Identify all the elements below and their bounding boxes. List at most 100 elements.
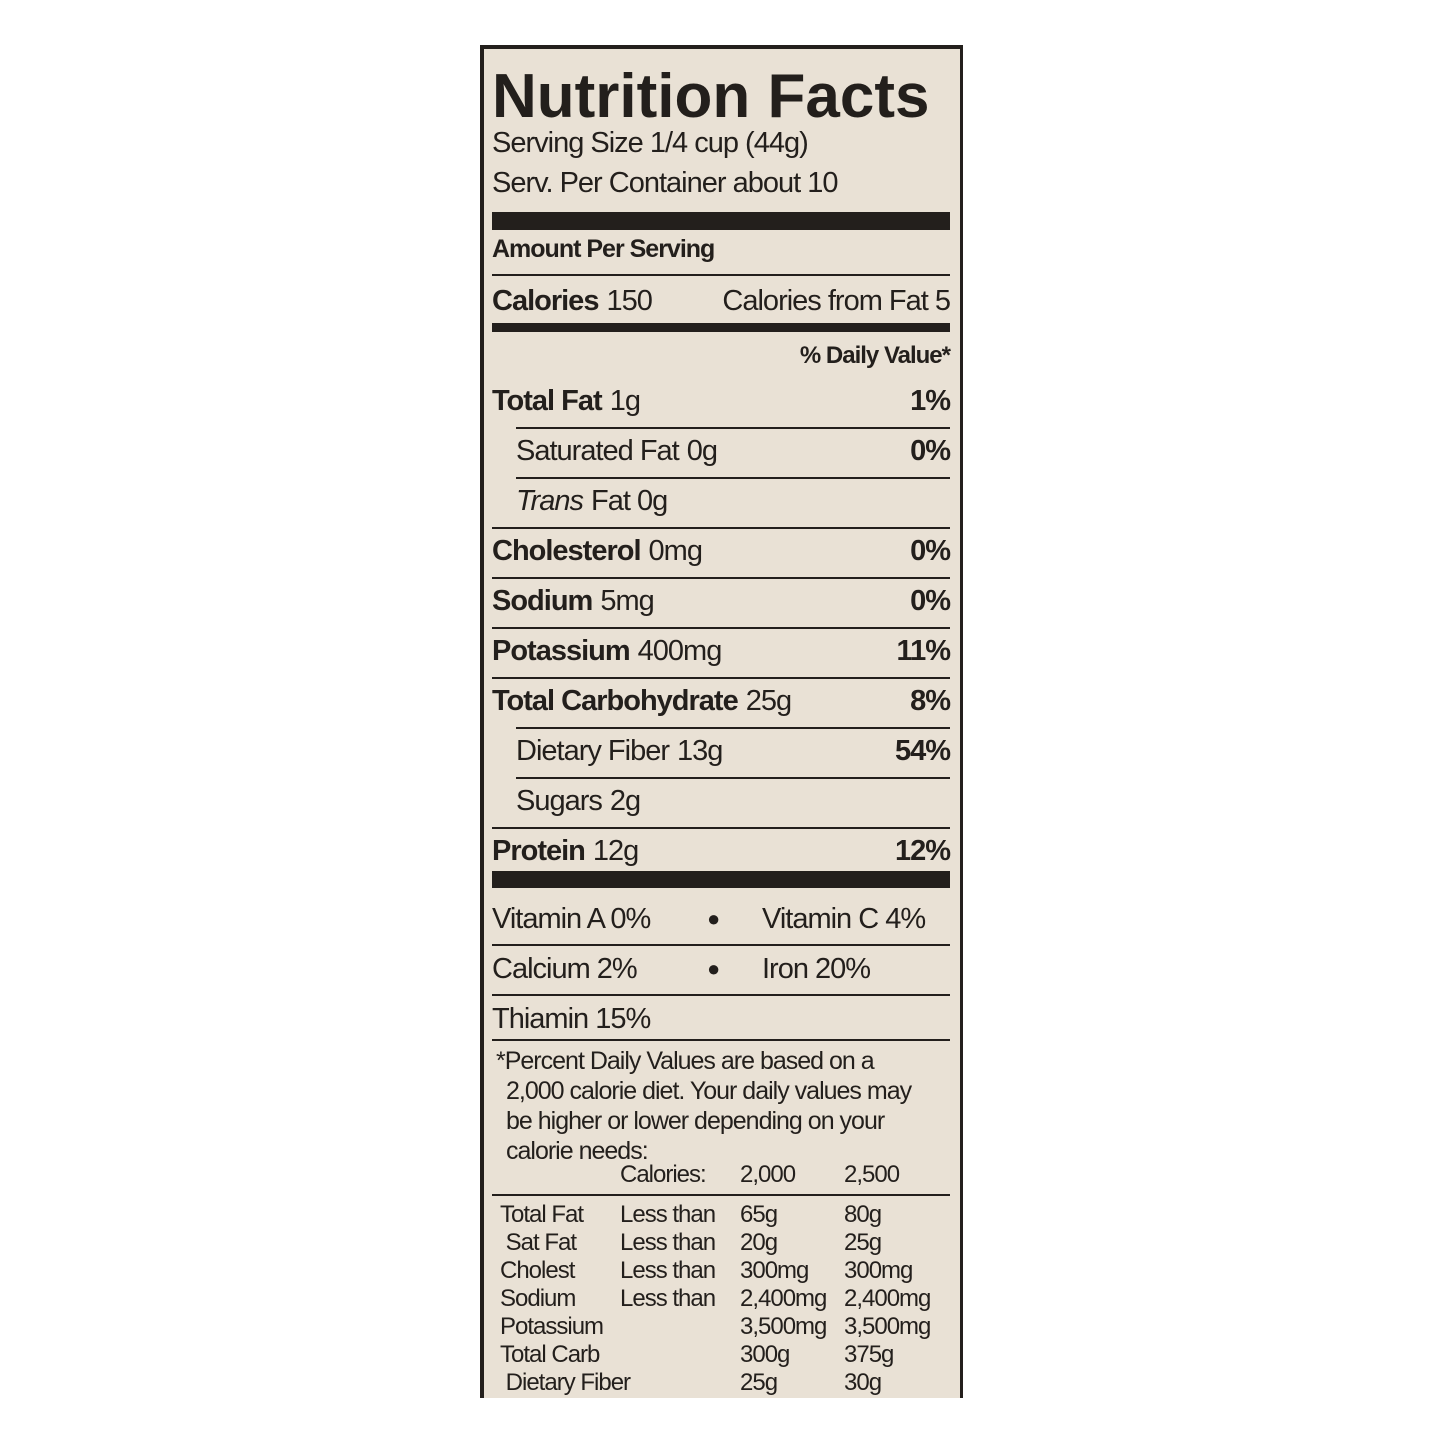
vitamin-left: Thiamin 15%	[492, 1002, 651, 1035]
footnote-line: *Percent Daily Values are based on a	[496, 1047, 875, 1075]
dv-cell: 300mg	[844, 1257, 913, 1284]
dv-cell: 80g	[844, 1201, 882, 1228]
nutrient-name: Total Carbohydrate	[492, 684, 739, 717]
nutrient-amount: 13g	[677, 734, 723, 767]
nutrient-amount: 0mg	[648, 534, 703, 567]
dv-cell: Less than	[620, 1229, 716, 1256]
serving-size-text: Serving Size 1/4 cup (44g)	[492, 126, 809, 159]
serving-size: Serving Size 1/4 cup (44g)	[492, 123, 950, 163]
nutrient-row: Protein 12g 12%	[492, 831, 951, 871]
nutrient-label: Cholesterol 0mg	[492, 534, 703, 568]
nutrient-label: Potassium 400mg	[492, 634, 723, 668]
vitamin-right: Vitamin C 4%	[762, 902, 926, 935]
dv-cell	[620, 1341, 740, 1369]
divider	[492, 827, 950, 829]
calories-from-fat: Calories from Fat 5	[722, 284, 951, 317]
nutrient-daily-value: 11%	[896, 634, 951, 667]
nutrient-row: Trans Fat 0g	[492, 481, 950, 521]
nutrient-daily-value: 0%	[910, 434, 951, 467]
vitamin-right: Iron 20%	[762, 952, 871, 985]
nutrient-name: Sugars	[516, 784, 603, 817]
vitamin-row: Thiamin 15%	[492, 999, 950, 1039]
nutrient-daily-value: 1%	[910, 384, 951, 417]
dv-cell: 25g	[844, 1229, 882, 1256]
nutrient-name: Protein	[492, 834, 586, 867]
nutrient-row: Sugars 2g	[492, 781, 950, 821]
dv-header-cell: 2,500	[844, 1161, 900, 1188]
nutrient-label: Total Fat 1g	[492, 384, 641, 418]
dv-cell: 3,500mg	[844, 1313, 931, 1340]
dv-cell: 25g	[740, 1369, 778, 1396]
dv-table-header: Calories: 2,000 2,500	[500, 1161, 954, 1189]
nutrient-name: Saturated Fat	[516, 434, 680, 467]
dv-cell: Dietary Fiber	[500, 1369, 631, 1396]
dv-cell: 65g	[740, 1201, 778, 1228]
nutrient-amount: 400mg	[637, 634, 723, 667]
dv-cell: 20g	[740, 1229, 778, 1256]
dv-cell: 300g	[740, 1341, 790, 1368]
amount-per-serving: Amount Per Serving	[492, 229, 950, 269]
calories-label: Calories	[492, 284, 599, 317]
nutrient-amount: 5mg	[600, 584, 654, 617]
nutrient-amount: Fat 0g	[590, 484, 668, 517]
nutrient-name: Dietary Fiber	[516, 734, 670, 767]
nutrient-row: Sodium 5mg 0%	[492, 581, 951, 621]
nutrient-row: Cholesterol 0mg 0%	[492, 531, 951, 571]
dv-table-row: Total Fat Less than 65g 80g	[500, 1201, 954, 1229]
nutrient-daily-value: 12%	[894, 834, 951, 867]
dv-cell	[620, 1313, 740, 1341]
nutrient-label: Sodium 5mg	[492, 584, 655, 618]
nutrient-row: Total Carbohydrate 25g 8%	[492, 681, 951, 721]
nutrient-label: Dietary Fiber 13g	[492, 734, 723, 768]
nutrient-name: Sodium	[492, 584, 593, 617]
dv-header-cell: 2,000	[740, 1161, 796, 1188]
dv-header-cell	[500, 1161, 620, 1189]
divider	[492, 1039, 950, 1041]
dv-cell	[620, 1369, 740, 1397]
divider	[492, 994, 950, 996]
dv-cell: Total Fat	[500, 1201, 584, 1228]
nutrient-name: Total Fat	[492, 384, 603, 417]
daily-value-header-text: % Daily Value*	[799, 342, 951, 369]
dv-cell: 300mg	[740, 1257, 809, 1284]
daily-value-header: % Daily Value*	[492, 336, 951, 376]
nutrient-name: Potassium	[492, 634, 631, 667]
nutrient-row: Potassium 400mg 11%	[492, 631, 951, 671]
vitamin-left: Calcium 2%	[492, 952, 638, 985]
nutrient-amount: 2g	[609, 784, 641, 817]
footnote: *Percent Daily Values are based on a 2,0…	[496, 1046, 936, 1166]
divider	[492, 577, 950, 579]
bullet-icon: ●	[707, 906, 720, 931]
dv-cell: Total Carb	[500, 1341, 600, 1368]
dv-cell: 30g	[844, 1369, 882, 1396]
nutrient-label: Sugars 2g	[492, 784, 641, 818]
thick-divider	[492, 871, 950, 888]
divider	[516, 477, 950, 479]
dv-cell: Less than	[620, 1201, 716, 1228]
divider	[492, 677, 950, 679]
nutrient-amount: 25g	[745, 684, 792, 717]
dv-table-row: Dietary Fiber 25g 30g	[500, 1369, 954, 1397]
dv-cell: Potassium	[500, 1313, 604, 1340]
dv-cell: 375g	[844, 1341, 894, 1368]
nutrient-daily-value: 54%	[894, 734, 951, 767]
footnote-line: calorie needs:	[506, 1137, 649, 1165]
divider	[492, 627, 950, 629]
medium-divider	[492, 323, 950, 332]
nutrient-daily-value: 0%	[910, 584, 951, 617]
servings-per-container: Serv. Per Container about 10	[492, 163, 950, 203]
nutrient-amount: 1g	[609, 384, 641, 417]
calories-row: Calories 150 Calories from Fat 5	[492, 281, 951, 321]
nutrient-amount: 12g	[592, 834, 639, 867]
nutrient-label: Saturated Fat 0g	[492, 434, 718, 468]
nutrient-row: Saturated Fat 0g 0%	[492, 431, 951, 471]
divider	[516, 777, 950, 779]
vitamin-left: Vitamin A 0%	[492, 902, 651, 935]
vitamin-row: Calcium 2% ● Iron 20%	[492, 949, 950, 989]
dv-table: Total Fat Less than 65g 80g Sat Fat Less tha…	[500, 1201, 954, 1397]
divider	[516, 727, 950, 729]
divider	[516, 427, 950, 429]
nutrient-daily-value: 8%	[910, 684, 951, 717]
divider	[492, 1194, 950, 1196]
dv-cell: Sat Fat	[500, 1229, 577, 1256]
